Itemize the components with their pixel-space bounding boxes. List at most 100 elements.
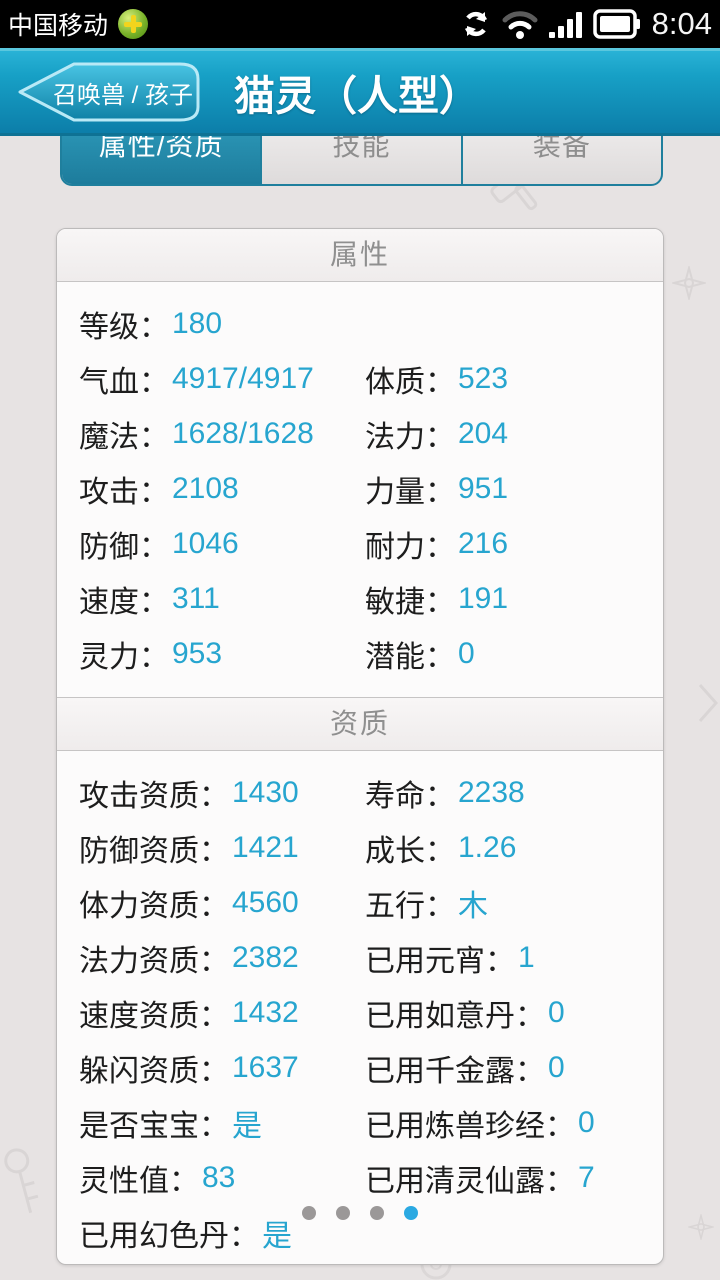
carrier-app-icon bbox=[118, 9, 149, 39]
stat-cell: 速度： 311 bbox=[79, 577, 365, 621]
tab-attributes-aptitude[interactable]: 属性/资质 bbox=[62, 136, 261, 184]
watermark-sparkle-icon bbox=[670, 264, 708, 305]
stat-cell: 已用千金露： 0 bbox=[365, 1046, 565, 1090]
stat-value: 311 bbox=[172, 581, 220, 615]
section-title-aptitude: 资质 bbox=[57, 697, 663, 751]
stat-value: 2108 bbox=[172, 471, 239, 505]
stat-row: 法力资质： 2382 已用元宵： 1 bbox=[79, 930, 663, 985]
stat-row: 防御： 1046 耐力： 216 bbox=[79, 516, 663, 571]
stat-value: 0 bbox=[548, 1050, 565, 1084]
back-button-label: 召唤兽 / 孩子 bbox=[52, 81, 193, 109]
carrier-label: 中国移动 bbox=[8, 12, 109, 40]
stat-row: 防御资质： 1421 成长： 1.26 bbox=[79, 820, 663, 875]
stat-label: 防御资质： bbox=[79, 834, 229, 868]
stat-cell: 法力资质： 2382 bbox=[79, 936, 365, 980]
stat-label: 已用如意丹： bbox=[365, 999, 545, 1033]
stat-value: 523 bbox=[458, 361, 509, 395]
status-bar: 中国移动 bbox=[0, 0, 720, 48]
stat-label: 已用炼兽珍经： bbox=[365, 1109, 575, 1143]
stat-label: 体力资质： bbox=[79, 889, 229, 923]
stat-row: 是否宝宝：是已用炼兽珍经： 0 bbox=[79, 1095, 663, 1150]
stat-cell: 成长： 1.26 bbox=[365, 826, 516, 870]
back-button[interactable]: 召唤兽 / 孩子 bbox=[12, 61, 202, 123]
stat-cell: 已用幻色丹：是 bbox=[79, 1211, 365, 1255]
watermark-key-icon bbox=[0, 1134, 70, 1234]
stat-value: 4917/4917 bbox=[172, 361, 314, 395]
stat-value: 1421 bbox=[232, 830, 299, 864]
stat-value: 216 bbox=[458, 526, 509, 560]
stat-row: 等级： 180 bbox=[79, 296, 663, 351]
stat-value: 1.26 bbox=[458, 830, 517, 864]
tab-bar: 属性/资质 技能 装备 bbox=[60, 136, 663, 186]
tab-skills[interactable]: 技能 bbox=[260, 136, 463, 184]
stat-cell: 灵性值： 83 bbox=[79, 1156, 365, 1200]
stat-label: 体质： bbox=[365, 365, 455, 399]
stat-row: 魔法： 1628/1628 法力： 204 bbox=[79, 406, 663, 461]
stat-label: 敏捷： bbox=[365, 585, 455, 619]
page-title: 猫灵（人型） bbox=[234, 73, 480, 119]
stat-label: 法力资质： bbox=[79, 944, 229, 978]
stat-cell: 寿命： 2238 bbox=[365, 771, 525, 815]
stat-value: 4560 bbox=[232, 885, 299, 919]
stat-row: 气血： 4917/4917 体质： 523 bbox=[79, 351, 663, 406]
stat-cell: 潜能： 0 bbox=[365, 632, 475, 676]
stat-label: 五行： bbox=[365, 889, 455, 923]
stat-value: 是 bbox=[232, 1109, 262, 1143]
tab-equipment[interactable]: 装备 bbox=[532, 136, 591, 161]
stat-value: 191 bbox=[458, 581, 509, 615]
stat-value: 1637 bbox=[232, 1050, 299, 1084]
stat-label: 耐力： bbox=[365, 530, 455, 564]
stat-cell: 五行：木 bbox=[365, 881, 488, 925]
page-dot[interactable] bbox=[404, 1206, 418, 1220]
stat-cell: 力量： 951 bbox=[365, 467, 508, 511]
stat-label: 是否宝宝： bbox=[79, 1109, 229, 1143]
stat-value: 1430 bbox=[232, 775, 299, 809]
wifi-icon bbox=[501, 8, 539, 40]
stat-cell: 已用如意丹： 0 bbox=[365, 991, 565, 1035]
stat-value: 木 bbox=[458, 889, 488, 923]
stat-value: 7 bbox=[578, 1160, 595, 1194]
signal-icon bbox=[548, 9, 584, 39]
stat-cell: 魔法： 1628/1628 bbox=[79, 412, 365, 456]
page-dot[interactable] bbox=[336, 1206, 350, 1220]
stat-value: 180 bbox=[172, 306, 223, 340]
stat-label: 气血： bbox=[79, 365, 169, 399]
stat-label: 速度资质： bbox=[79, 999, 229, 1033]
stat-row: 已用幻色丹：是 bbox=[79, 1205, 663, 1260]
stat-value: 0 bbox=[548, 995, 565, 1029]
watermark-sparkle-icon bbox=[686, 1212, 716, 1245]
stat-value: 953 bbox=[172, 636, 223, 670]
stat-value: 1432 bbox=[232, 995, 299, 1029]
page-dot[interactable] bbox=[370, 1206, 384, 1220]
stat-cell: 耐力： 216 bbox=[365, 522, 508, 566]
stat-cell: 已用元宵： 1 bbox=[365, 936, 535, 980]
stat-cell: 已用清灵仙露： 7 bbox=[365, 1156, 595, 1200]
stat-cell: 法力： 204 bbox=[365, 412, 508, 456]
header: 召唤兽 / 孩子 猫灵（人型） bbox=[0, 48, 720, 136]
sync-icon bbox=[460, 8, 492, 40]
aptitude-rows: 攻击资质： 1430 寿命： 2238 防御资质： 1421 成长： 1.26 体力资质： 456… bbox=[57, 751, 663, 1264]
page-dot[interactable] bbox=[302, 1206, 316, 1220]
stat-label: 成长： bbox=[365, 834, 455, 868]
stat-label: 攻击： bbox=[79, 475, 169, 509]
stat-value: 0 bbox=[458, 636, 475, 670]
stat-row: 攻击： 2108 力量： 951 bbox=[79, 461, 663, 516]
stat-cell: 防御资质： 1421 bbox=[79, 826, 365, 870]
stat-cell: 体质： 523 bbox=[365, 357, 508, 401]
page-indicator bbox=[302, 1206, 418, 1220]
section-title-attributes: 属性 bbox=[57, 229, 663, 282]
stat-row: 灵性值： 83 已用清灵仙露： 7 bbox=[79, 1150, 663, 1205]
attributes-rows: 等级： 180 气血： 4917/4917 体质： 523 魔法： 1628/1628 法力： 2… bbox=[57, 282, 663, 697]
stat-cell: 防御： 1046 bbox=[79, 522, 365, 566]
stat-label: 寿命： bbox=[365, 779, 455, 813]
stat-row: 速度： 311 敏捷： 191 bbox=[79, 571, 663, 626]
stat-cell: 已用炼兽珍经： 0 bbox=[365, 1101, 595, 1145]
stat-label: 法力： bbox=[365, 420, 455, 454]
stat-label: 魔法： bbox=[79, 420, 169, 454]
stat-cell: 是否宝宝：是 bbox=[79, 1101, 365, 1145]
stat-label: 已用幻色丹： bbox=[79, 1219, 259, 1253]
stat-row: 体力资质： 4560 五行：木 bbox=[79, 875, 663, 930]
stat-cell: 等级： 180 bbox=[79, 302, 365, 346]
stat-cell: 敏捷： 191 bbox=[365, 577, 508, 621]
content-area: 属性/资质 技能 装备 属性 等级： 180 气血： 4917/4917 体质： 523 魔… bbox=[0, 136, 720, 1280]
